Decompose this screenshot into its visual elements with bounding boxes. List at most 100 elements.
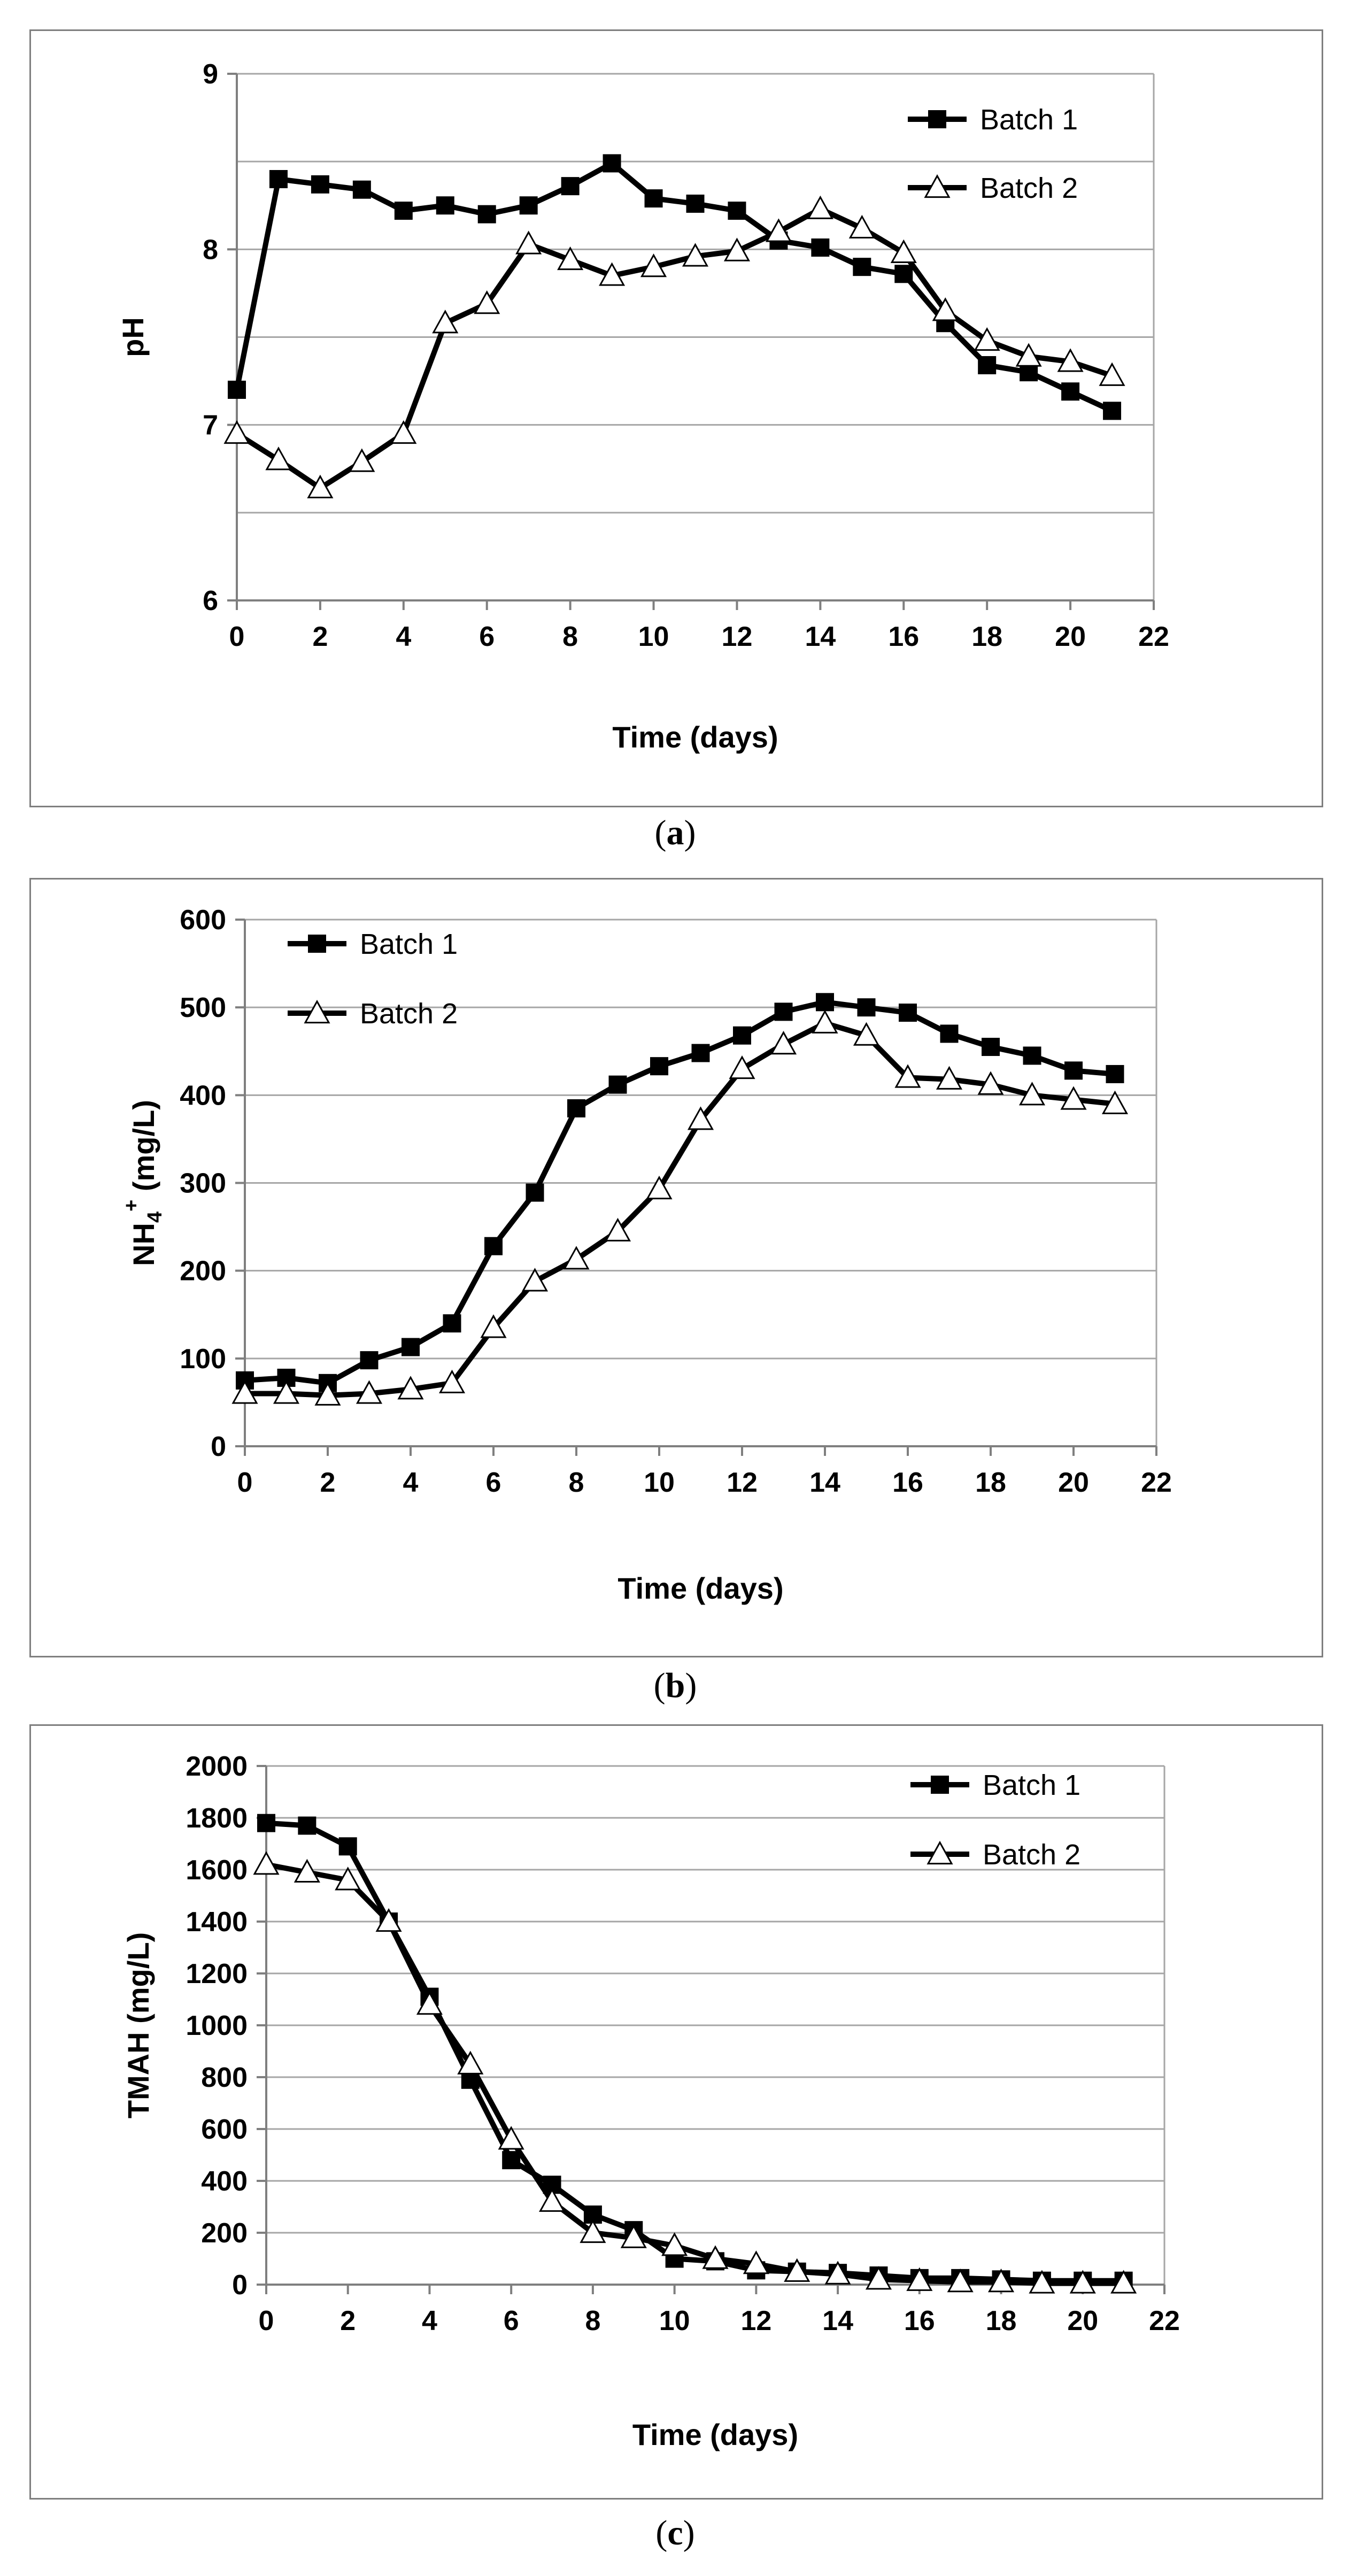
chart-b-series-1-point-18 [982,1038,1000,1056]
chart-a-y-tick-label-3: 9 [203,59,218,90]
chart-b-series-1-point-21 [1106,1065,1124,1083]
chart-a-series-2-point-15 [848,214,875,239]
chart-a-series-2-point-20 [1057,348,1084,372]
chart-b-x-tick-label-11: 22 [1141,1467,1172,1498]
chart-a-series-1-point-10 [644,189,663,208]
chart-c-x-axis-title: Time (days) [632,2418,798,2451]
chart-c-series-2-point-2 [335,1867,361,1891]
chart-b-x-tick-label-2: 4 [403,1467,419,1498]
chart-c-y-tick-label-0: 0 [232,2270,248,2301]
chart-a-series-2-point-4 [390,420,417,444]
chart-a-series-1-point-9 [603,154,621,173]
chart-a-series-2-point-13 [765,218,792,242]
chart-a-legend-label-1: Batch 1 [980,104,1078,136]
chart-a-series-1-point-1 [269,170,288,188]
chart-a-series-2-point-3 [349,448,375,472]
chart-a-series-1-point-2 [311,175,329,194]
chart-b-x-axis-title: Time (days) [617,1571,783,1605]
chart-a-legend-marker-1 [928,110,946,128]
chart-b-series-2-point-13 [770,1031,797,1055]
chart-b-legend-marker-1 [308,935,326,953]
chart-a-series-2-point-19 [1015,343,1042,367]
caption-b: (b) [653,1666,697,1705]
chart-a-y-tick-label-1: 7 [203,410,218,441]
chart-c-y-tick-label-2: 400 [201,2166,248,2197]
chart-b-svg: 0 100 200 300 400 500 600 0 2 4 6 8 10 12 14 16 18 20 22 Ti… [120,905,1172,1605]
chart-c-y-tick-label-9: 1800 [186,1803,248,1834]
chart-a-x-tick-label-8: 16 [888,621,919,652]
chart-c-legend-label-2: Batch 2 [983,1839,1080,1871]
chart-b-y-axis-title-sub: 4 [144,1212,166,1223]
chart-a-x-tick-label-10: 20 [1055,621,1086,652]
caption-c-letter: c [667,2513,683,2552]
chart-a-x-tick-label-6: 12 [722,621,753,652]
chart-b-series-2-point-9 [604,1217,631,1241]
chart-a-series-1-point-4 [394,202,413,220]
chart-a-series-2-point-2 [307,474,334,498]
chart-b-series-1-point-6 [484,1237,503,1255]
chart-c-x-tick-label-2: 4 [422,2305,437,2336]
chart-a-series-1-point-8 [561,177,580,196]
chart-a-series-2-line [235,206,1113,491]
chart-a-series-2-point-21 [1099,362,1125,386]
chart-c-series-1-point-1 [298,1816,316,1835]
chart-c-y-tick-label-4: 800 [201,2062,248,2093]
chart-a-series-1-point-21 [1103,402,1122,420]
chart-b-series-1-point-5 [443,1314,461,1333]
chart-c-y-tick-label-7: 1400 [186,1907,248,1938]
chart-a-series-2-point-14 [807,195,833,219]
chart-a-series-1-point-18 [978,356,997,375]
chart-panel-a: 6 7 8 9 0 2 4 6 8 10 12 14 16 18 20 22 Time (days) pH Batc… [29,29,1323,807]
chart-a-series-1-point-15 [853,258,871,276]
chart-c-series-2-point-1 [294,1858,320,1883]
chart-c-x-tick-label-11: 22 [1149,2305,1180,2336]
chart-b-x-tick-label-3: 6 [486,1467,501,1498]
chart-b-legend-marker-2 [304,999,330,1024]
chart-b-series-2-point-4 [397,1376,424,1400]
chart-a-y-tick-label-2: 8 [203,234,218,265]
chart-c-x-tick-label-3: 6 [504,2305,519,2336]
chart-c-x-tick-label-5: 10 [659,2305,690,2336]
chart-c-series-2-point-9 [620,2224,647,2248]
chart-a-series-1-line [234,160,1114,413]
chart-b-series-2-point-0 [231,1380,258,1404]
chart-a-series-1-point-5 [436,196,454,215]
chart-b-series-2-point-16 [894,1064,921,1088]
chart-b-series-1-point-9 [608,1075,627,1094]
chart-c-series-2-point-0 [253,1851,280,1875]
chart-c-series-2-point-12 [743,2250,769,2274]
chart-c-legend-marker-2 [927,1840,953,1865]
chart-c-series-1-line [266,1820,1124,2284]
chart-b-series-2-point-12 [729,1055,755,1079]
chart-c-series-2-point-11 [702,2245,729,2269]
chart-b-y-axis-title-main: NH [127,1223,160,1266]
chart-a-x-tick-label-4: 8 [562,621,578,652]
chart-c-series-2-point-19 [1029,2270,1055,2294]
chart-a-series-2-point-9 [599,262,626,286]
chart-a-series-1-point-3 [352,180,371,199]
chart-c-series-2-point-17 [947,2269,974,2293]
chart-c-x-tick-label-4: 8 [585,2305,600,2336]
chart-c-y-tick-label-8: 1600 [186,1855,248,1886]
chart-c-x-tick-label-7: 14 [822,2305,853,2336]
chart-c-x-tick-label-8: 16 [904,2305,935,2336]
chart-b-series-2-point-1 [273,1380,300,1404]
chart-b-series-1-point-13 [774,1002,793,1021]
chart-c-series-2-point-13 [784,2258,810,2282]
chart-b-series-2-point-17 [936,1066,963,1090]
chart-b-series-2-point-18 [977,1071,1004,1095]
chart-a-y-axis-title: pH [116,317,150,357]
chart-b-series-2-point-15 [853,1022,880,1046]
chart-b-y-tick-label-3: 300 [180,1168,226,1199]
caption-c: (c) [655,2513,695,2552]
chart-a-y-tick-label-0: 6 [203,585,218,616]
chart-b-x-tick-label-7: 14 [809,1467,840,1498]
chart-a-series-2-point-16 [890,239,917,263]
chart-b-series-1-point-4 [402,1338,420,1356]
chart-c-series-2-point-7 [538,2188,566,2212]
chart-b-series-2-point-2 [314,1382,341,1406]
chart-b-y-axis-title: NH4+ (mg/L) [120,1100,166,1266]
chart-a-series-2-point-12 [723,237,751,261]
chart-b-series-2-point-10 [646,1175,673,1200]
chart-a-x-tick-label-2: 4 [396,621,411,652]
